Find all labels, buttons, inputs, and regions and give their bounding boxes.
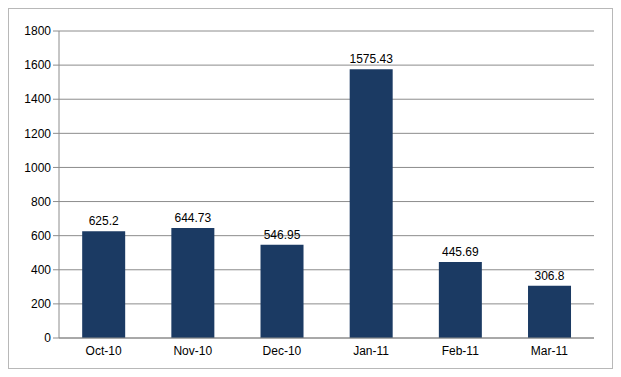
svg-text:1600: 1600 bbox=[24, 58, 51, 72]
svg-text:400: 400 bbox=[31, 263, 51, 277]
svg-text:Nov-10: Nov-10 bbox=[173, 344, 212, 358]
svg-text:Dec-10: Dec-10 bbox=[263, 344, 302, 358]
svg-text:1200: 1200 bbox=[24, 127, 51, 141]
svg-text:445.69: 445.69 bbox=[442, 245, 479, 259]
svg-text:546.95: 546.95 bbox=[264, 228, 301, 242]
svg-text:600: 600 bbox=[31, 229, 51, 243]
svg-text:Jan-11: Jan-11 bbox=[353, 344, 389, 358]
svg-text:1400: 1400 bbox=[24, 92, 51, 106]
svg-text:625.2: 625.2 bbox=[89, 214, 119, 228]
svg-text:Feb-11: Feb-11 bbox=[442, 344, 479, 358]
svg-text:1800: 1800 bbox=[24, 24, 51, 38]
svg-text:1575.43: 1575.43 bbox=[349, 52, 393, 66]
svg-text:Oct-10: Oct-10 bbox=[86, 344, 122, 358]
svg-text:644.73: 644.73 bbox=[174, 211, 211, 225]
svg-text:0: 0 bbox=[44, 331, 51, 345]
svg-text:306.8: 306.8 bbox=[535, 269, 565, 283]
svg-text:200: 200 bbox=[31, 297, 51, 311]
svg-text:1000: 1000 bbox=[24, 161, 51, 175]
svg-text:Mar-11: Mar-11 bbox=[531, 344, 568, 358]
svg-text:800: 800 bbox=[31, 195, 51, 209]
